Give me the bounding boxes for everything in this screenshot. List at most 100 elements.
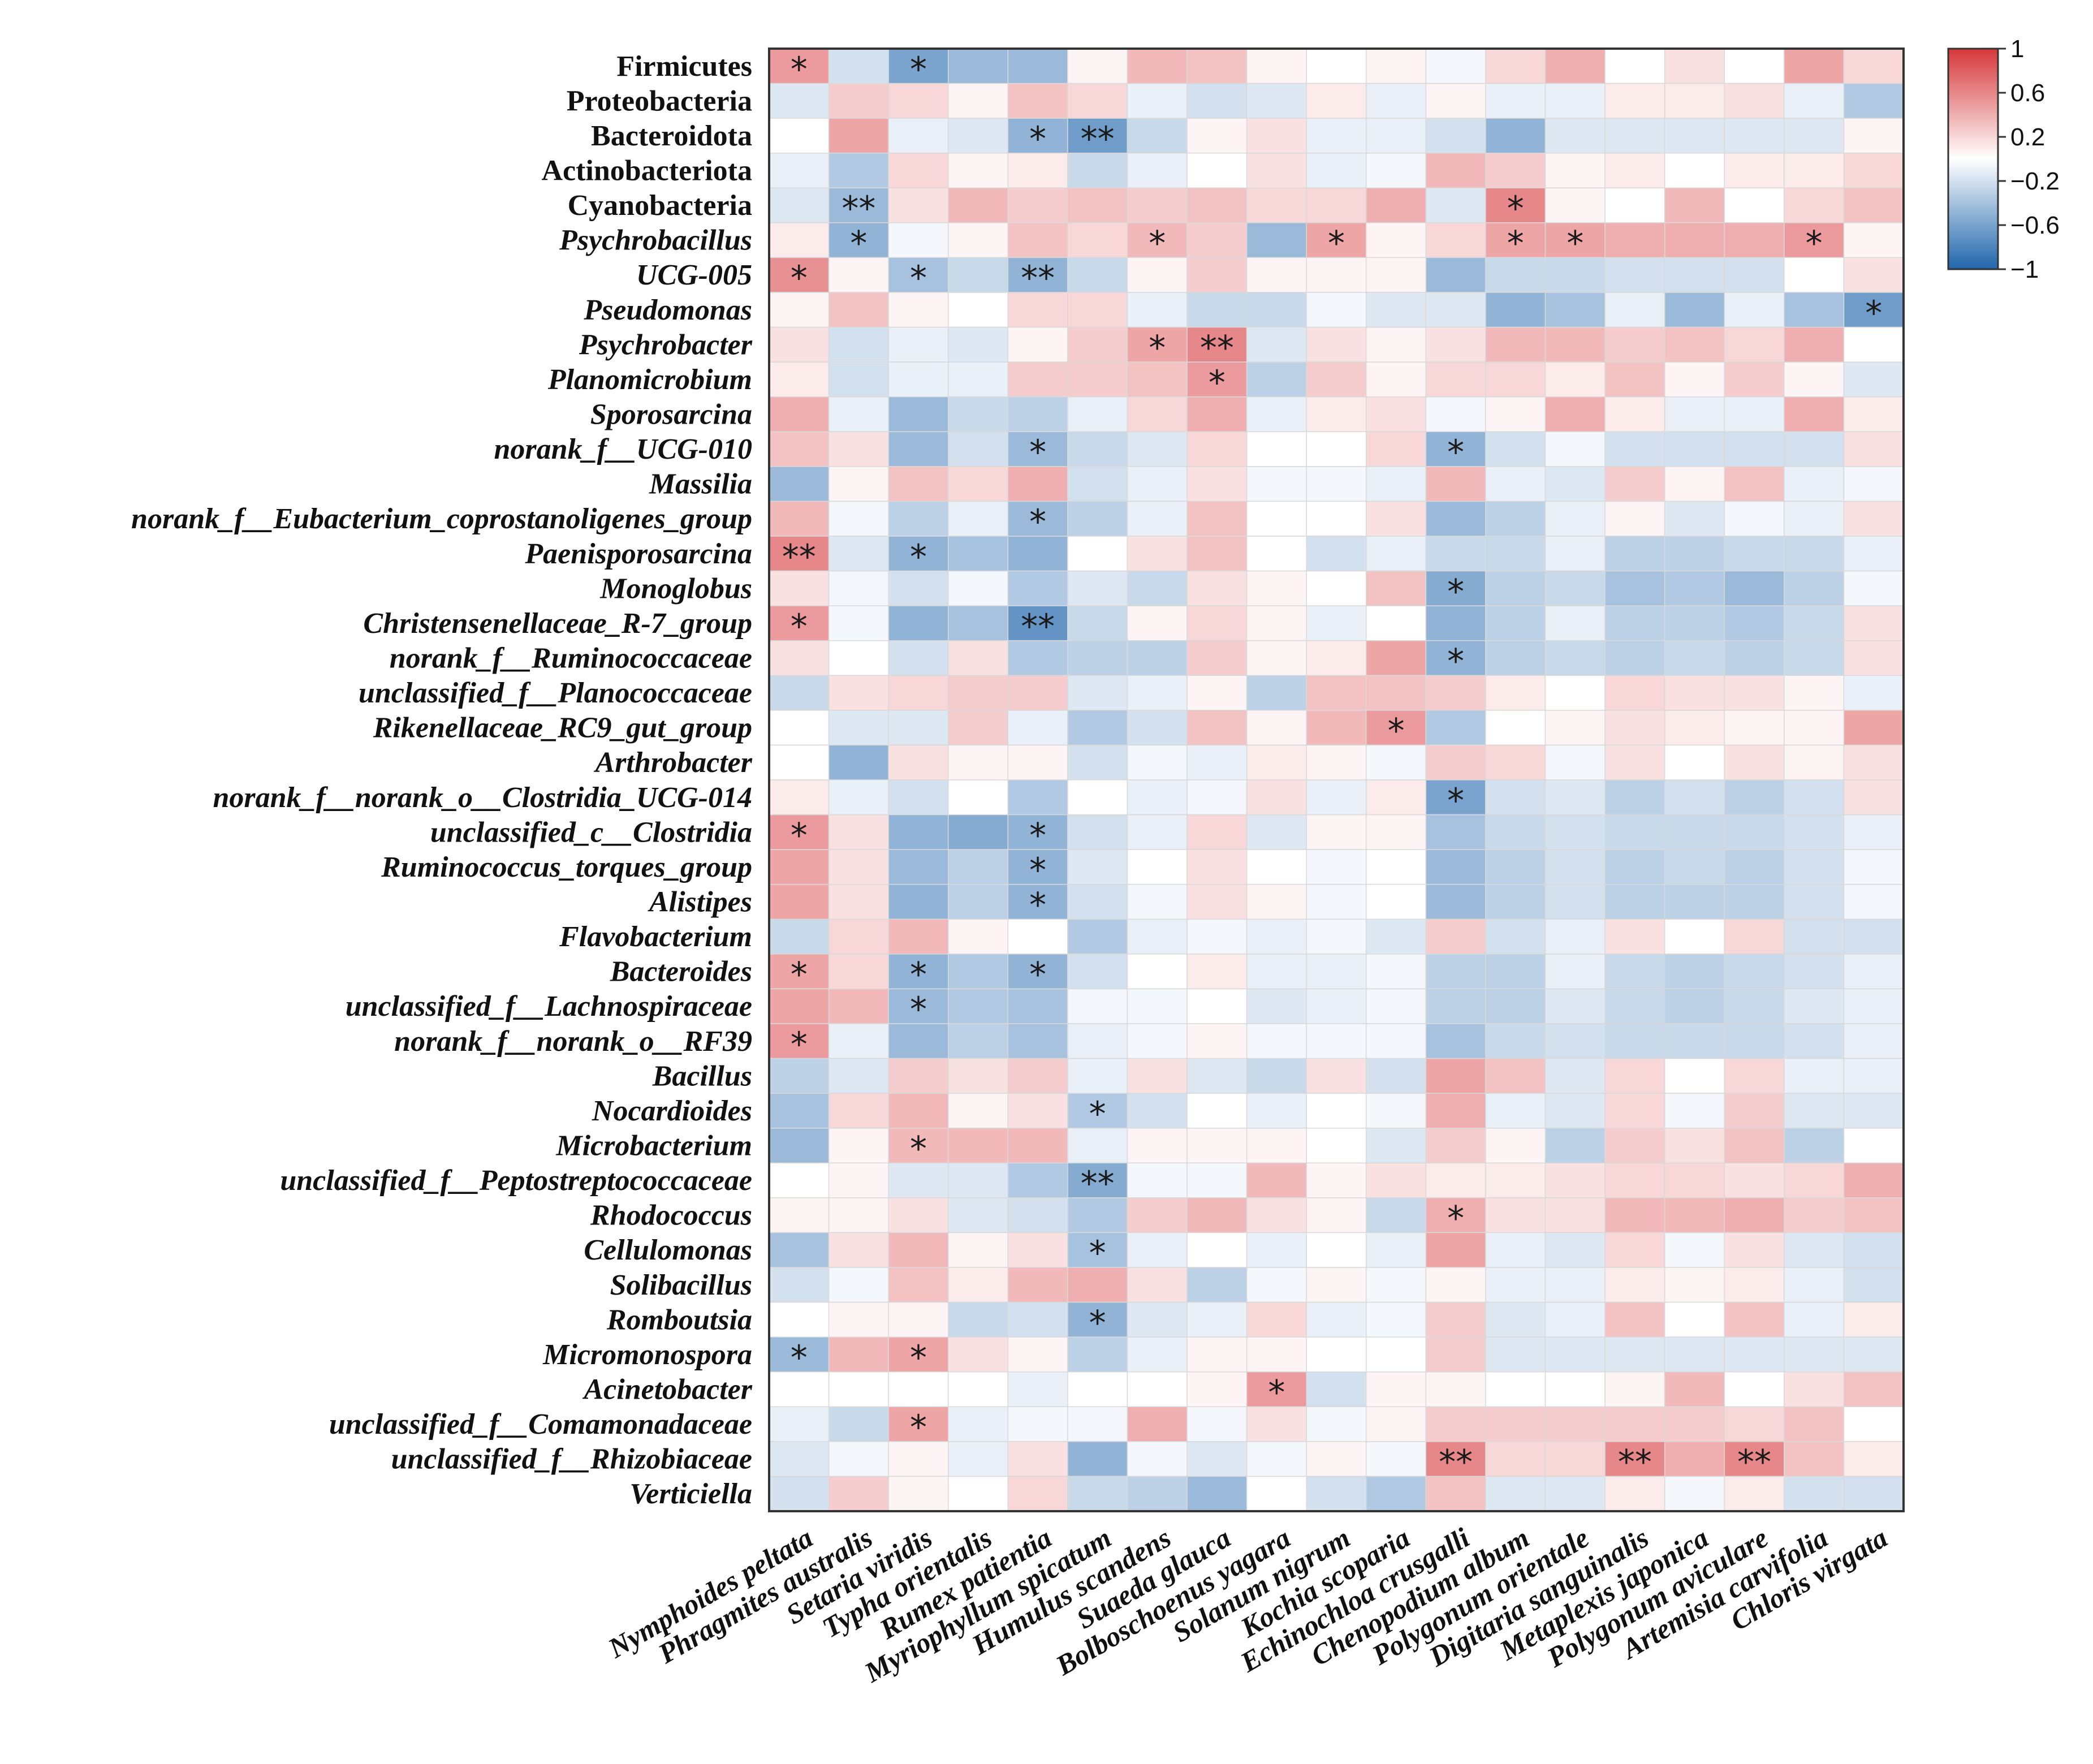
heatmap-cell <box>1604 501 1665 537</box>
heatmap-cell <box>1425 431 1486 467</box>
heatmap-cell <box>769 1197 830 1233</box>
heatmap-cell <box>1724 1197 1785 1233</box>
heatmap-cell <box>1186 1093 1248 1129</box>
heatmap-cell <box>1544 1197 1606 1233</box>
heatmap-cell <box>1664 118 1725 154</box>
heatmap-cell <box>1784 988 1845 1024</box>
heatmap-cell <box>1544 570 1606 606</box>
heatmap-cell <box>1186 83 1248 119</box>
heatmap-cell <box>1127 1336 1188 1373</box>
heatmap-cell <box>828 1441 889 1477</box>
heatmap-cell <box>1366 918 1427 955</box>
heatmap-cell <box>1246 466 1307 502</box>
heatmap-cell <box>1067 326 1128 363</box>
heatmap-cell <box>1843 1093 1904 1129</box>
heatmap-cell <box>1007 1336 1068 1373</box>
significance-marker: * <box>1566 224 1583 264</box>
heatmap-cell <box>1485 954 1546 990</box>
heatmap-cell <box>1784 710 1845 746</box>
heatmap-cell <box>1067 954 1128 990</box>
heatmap-cell <box>1604 1093 1665 1129</box>
significance-marker: * <box>1447 433 1464 472</box>
heatmap-cell <box>947 605 1009 641</box>
heatmap-cell <box>1186 1371 1248 1408</box>
heatmap-cell <box>1784 954 1845 990</box>
heatmap-cell <box>1067 1406 1128 1442</box>
heatmap-cell <box>1485 744 1546 780</box>
heatmap-cell <box>947 814 1009 850</box>
heatmap-cell <box>1246 1023 1307 1059</box>
row-label: Romboutsia <box>606 1304 752 1336</box>
heatmap-cell <box>1485 222 1546 258</box>
heatmap-cell <box>1127 222 1188 258</box>
heatmap-cell <box>1186 152 1248 189</box>
heatmap-cell <box>1425 1267 1486 1303</box>
heatmap-cell <box>888 152 949 189</box>
heatmap-cell <box>947 501 1009 537</box>
heatmap-cell <box>1843 466 1904 502</box>
heatmap-cell <box>1843 1232 1904 1268</box>
heatmap-cell <box>828 83 889 119</box>
heatmap-cell <box>1306 883 1367 920</box>
significance-marker: * <box>1089 1233 1106 1273</box>
heatmap-cell <box>1784 48 1845 84</box>
heatmap-cell <box>1604 1197 1665 1233</box>
heatmap-cell <box>769 1336 830 1373</box>
heatmap-cell <box>1067 744 1128 780</box>
heatmap-cell <box>1485 849 1546 885</box>
heatmap-cell <box>1485 988 1546 1024</box>
heatmap-cell <box>1067 431 1128 467</box>
heatmap-cell <box>1784 1476 1845 1512</box>
heatmap-cell <box>1306 1162 1367 1198</box>
heatmap-cell <box>1306 1197 1367 1233</box>
heatmap-cell <box>1724 326 1785 363</box>
heatmap-cell <box>1485 396 1546 433</box>
heatmap-cell <box>1366 1301 1427 1338</box>
heatmap-cell <box>888 501 949 537</box>
heatmap-cell <box>1067 814 1128 850</box>
heatmap-cells <box>769 48 1904 1512</box>
heatmap-cell <box>769 48 830 84</box>
heatmap-cell <box>1246 954 1307 990</box>
heatmap-cell <box>947 1093 1009 1129</box>
heatmap-cell <box>947 1371 1009 1408</box>
heatmap-cell <box>1664 48 1725 84</box>
heatmap-cell <box>828 675 889 711</box>
heatmap-cell <box>888 466 949 502</box>
heatmap-cell <box>888 1197 949 1233</box>
significance-marker: * <box>910 990 927 1029</box>
heatmap-cell <box>1306 605 1367 641</box>
heatmap-cell <box>888 1476 949 1512</box>
heatmap-cell <box>1246 710 1307 746</box>
heatmap-cell <box>1186 640 1248 676</box>
heatmap-cell <box>1485 1162 1546 1198</box>
heatmap-cell <box>1843 152 1904 189</box>
heatmap-cell <box>1724 744 1785 780</box>
heatmap-cell <box>828 779 889 816</box>
heatmap-cell <box>769 779 830 816</box>
heatmap-cell <box>1366 814 1427 850</box>
heatmap-cell <box>1544 744 1606 780</box>
heatmap-cell <box>1604 570 1665 606</box>
heatmap-cell <box>947 849 1009 885</box>
heatmap-cell <box>1425 814 1486 850</box>
heatmap-cell <box>1485 1058 1546 1094</box>
heatmap-cell <box>1127 257 1188 293</box>
heatmap-cell <box>1127 710 1188 746</box>
heatmap-cell <box>1604 1023 1665 1059</box>
heatmap-cell <box>1784 918 1845 955</box>
heatmap-cell <box>1544 1093 1606 1129</box>
significance-marker: ** <box>841 189 875 228</box>
heatmap-cell <box>1724 1232 1785 1268</box>
heatmap-cell <box>1067 1058 1128 1094</box>
heatmap-cell <box>1544 1127 1606 1164</box>
heatmap-cell <box>1843 501 1904 537</box>
heatmap-cell <box>1544 605 1606 641</box>
row-label: unclassified_f__Rhizobiaceae <box>391 1443 752 1476</box>
heatmap-cell <box>1485 570 1546 606</box>
heatmap-cell <box>1007 1441 1068 1477</box>
heatmap-cell <box>1425 988 1486 1024</box>
heatmap-cell <box>1067 640 1128 676</box>
heatmap-cell <box>1784 1406 1845 1442</box>
row-label: Microbacterium <box>555 1130 752 1162</box>
